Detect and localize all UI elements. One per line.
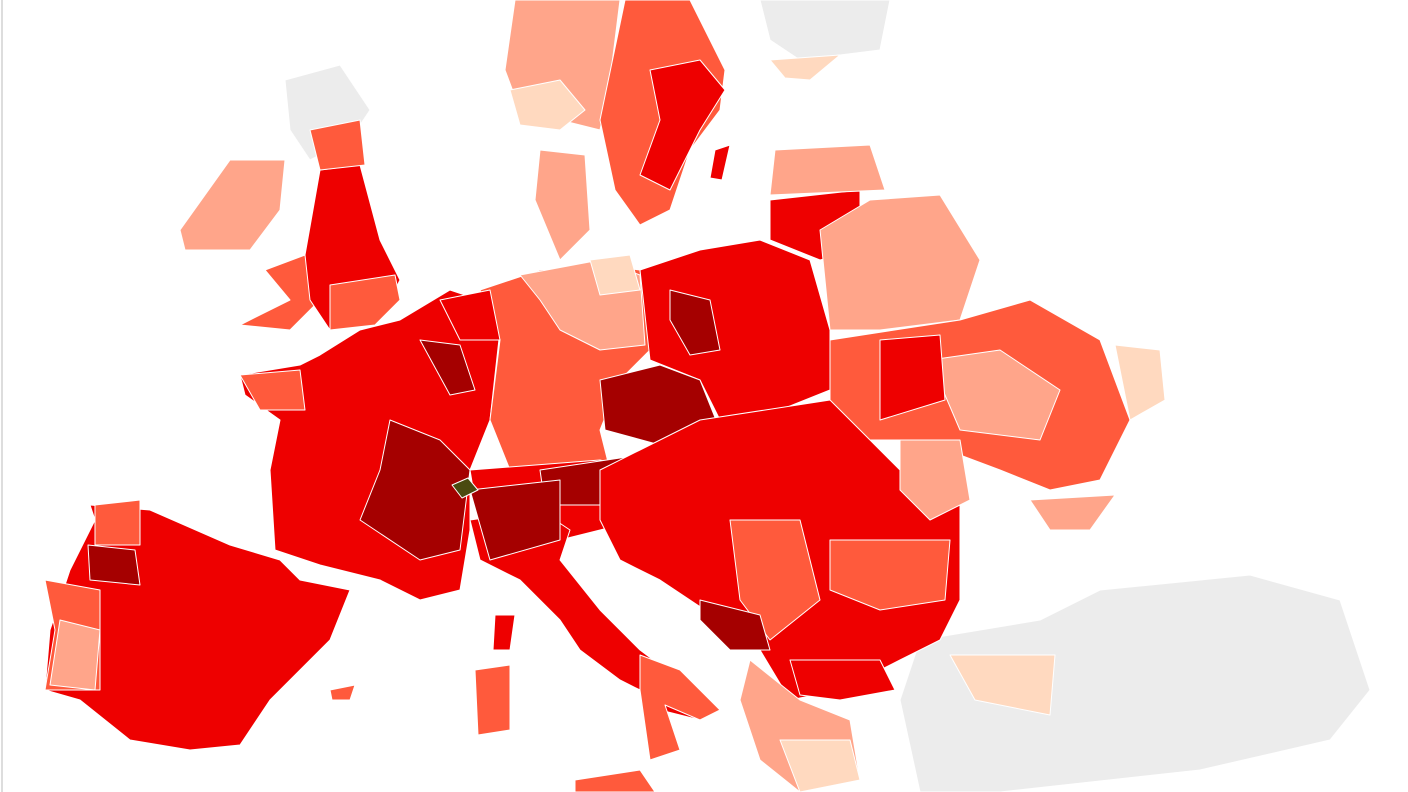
region-champagne (419, 339, 476, 396)
region-geneva (451, 477, 479, 499)
region-france-center (359, 419, 471, 561)
region-ukraine-west (879, 334, 946, 421)
region-benelux (439, 289, 501, 341)
region-romania-east (899, 439, 971, 521)
region-galicia (94, 499, 141, 546)
region-brittany (239, 369, 306, 411)
region-scotland-south (309, 119, 366, 171)
region-portugal-center (49, 619, 101, 691)
region-sicily (574, 769, 656, 792)
region-berlin-area (589, 254, 641, 296)
region-corsica (492, 614, 516, 651)
region-poland-west (669, 289, 721, 356)
region-estonia (769, 144, 886, 196)
region-england-south (329, 274, 401, 331)
region-macedonia (789, 659, 896, 701)
region-crimea (1029, 494, 1116, 531)
region-norway-south (509, 79, 586, 131)
region-thrace (949, 654, 1056, 716)
region-italy-south (639, 654, 721, 761)
region-leon (87, 544, 141, 586)
region-greece-south (779, 739, 861, 792)
region-balearic (329, 684, 356, 701)
region-italy-north (469, 479, 561, 561)
region-serbia (729, 519, 821, 641)
region-belarus (819, 194, 981, 331)
region-ukraine-east (1114, 344, 1166, 421)
region-finland-south (769, 54, 841, 81)
region-denmark (534, 149, 591, 261)
region-bulgaria (829, 539, 951, 611)
region-bosnia (699, 599, 771, 651)
region-turkey (899, 574, 1371, 792)
region-ukraine-center (929, 349, 1061, 441)
region-gotland (709, 144, 731, 181)
region-sardinia (474, 664, 511, 736)
region-sweden-east (639, 59, 726, 191)
region-ireland (179, 159, 286, 251)
